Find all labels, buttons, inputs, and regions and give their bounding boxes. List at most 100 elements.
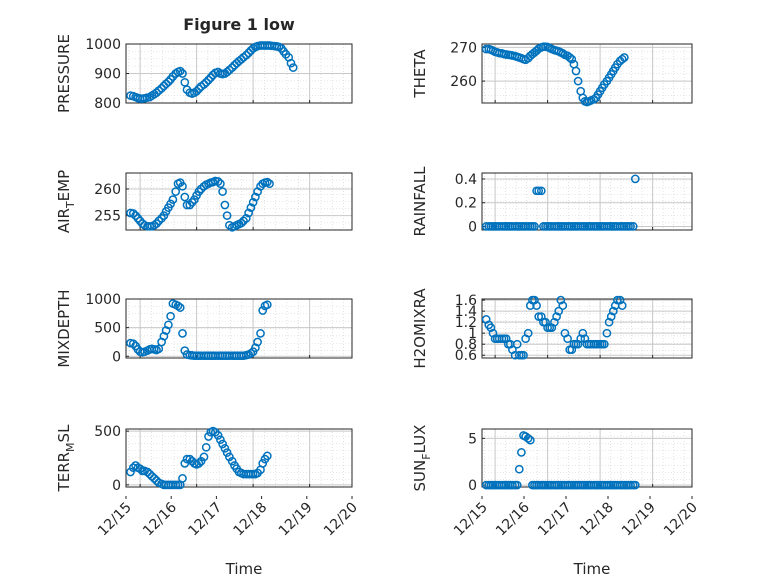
time-tick-label: 12/17 [185,500,225,540]
data-point [166,199,175,209]
data-point [488,328,498,338]
data-point [619,53,629,62]
data-point [218,187,227,196]
y-tick-label: 0.8 [455,337,477,353]
data-point [512,339,522,349]
time-axis-label: Time [573,560,611,578]
y-axis-label: TERRMSL [55,424,77,493]
data-point [180,77,190,87]
data-point [164,320,173,330]
data-point [241,50,251,60]
data-point [166,311,175,321]
data-point [530,222,539,231]
data-point [628,222,638,231]
data-point [523,434,533,443]
data-point [225,452,234,462]
y-tick-label: 500 [94,321,121,337]
data-point [519,350,528,360]
data-point [613,295,622,305]
y-tick-label: 270 [450,40,477,56]
data-point [262,300,272,310]
y-tick-label: 260 [450,74,477,90]
data-point [576,334,586,344]
data-point [145,469,155,479]
data-point [180,192,190,202]
y-tick-label: 0.6 [455,348,477,364]
axes-box [481,298,693,359]
data-point [534,186,544,196]
data-point [157,83,166,93]
y-tick-label: 1000 [85,292,121,308]
data-point [216,435,225,445]
data-point [578,328,588,338]
subplot-air-temp: 255 260 AIRTEMP [55,170,353,233]
data-point [222,67,232,77]
time-tick-label: 12/20 [321,500,361,540]
data-point [532,301,541,310]
data-point [251,192,260,202]
data-point [190,195,199,204]
data-point [199,452,209,462]
data-point [563,334,572,344]
data-point [573,76,583,86]
subplot-rainfall: 0 0.2 0.4 RAINFALL [411,166,693,237]
data-point [248,197,258,207]
data-point [216,179,225,189]
data-point [602,328,612,338]
y-axis-label: RAINFALL [411,166,429,237]
y-tick-label: 0.4 [455,172,477,188]
subplot-theta: 260 270 THETA [411,40,693,107]
data-point [552,312,561,321]
data-point [256,329,265,338]
data-point [525,301,535,310]
data-point [244,48,253,58]
data-point [178,69,187,78]
data-point [608,306,618,316]
data-point [244,208,253,218]
data-point [178,329,187,338]
y-axis-label: SUNFLUX [411,425,433,492]
data-point [530,295,539,305]
data-point [558,301,568,310]
data-point [253,337,262,347]
subplot-pressure: 800 900 1000 PRESSURE [55,34,353,113]
data-point [606,312,616,321]
data-point [220,200,230,210]
time-tick-label: 12/19 [619,500,659,540]
axes-box [481,43,693,104]
data-point [147,471,157,481]
data-point [571,66,581,76]
data-point [218,439,227,449]
data-point [517,448,526,457]
axes-box [125,172,353,231]
data-point [236,218,246,228]
y-tick-label: 900 [94,67,121,83]
data-point [168,195,178,204]
time-axis-label: Time [225,560,263,578]
data-point [126,467,135,477]
y-tick-label: 1.6 [455,293,477,309]
data-point [133,213,143,223]
data-point [182,454,192,464]
data-point [206,73,216,82]
data-point [213,431,223,440]
time-tick-label: 12/18 [577,500,617,540]
data-point [246,349,256,358]
data-point [128,339,138,349]
data-point [567,345,577,355]
data-point [626,222,635,231]
data-point [175,66,185,76]
y-tick-label: 500 [94,424,121,440]
data-point [536,312,546,321]
y-tick-label: 5 [468,431,477,447]
data-point [201,77,211,87]
data-point [258,306,268,315]
data-point [567,54,577,64]
data-point [199,181,209,191]
data-point [222,211,232,220]
subplot-mixdepth: 0 500 1000 MIXDEPTH [55,289,353,368]
y-axis-label: AIRTEMP [55,170,77,233]
data-point [135,464,145,474]
data-point [199,80,209,89]
